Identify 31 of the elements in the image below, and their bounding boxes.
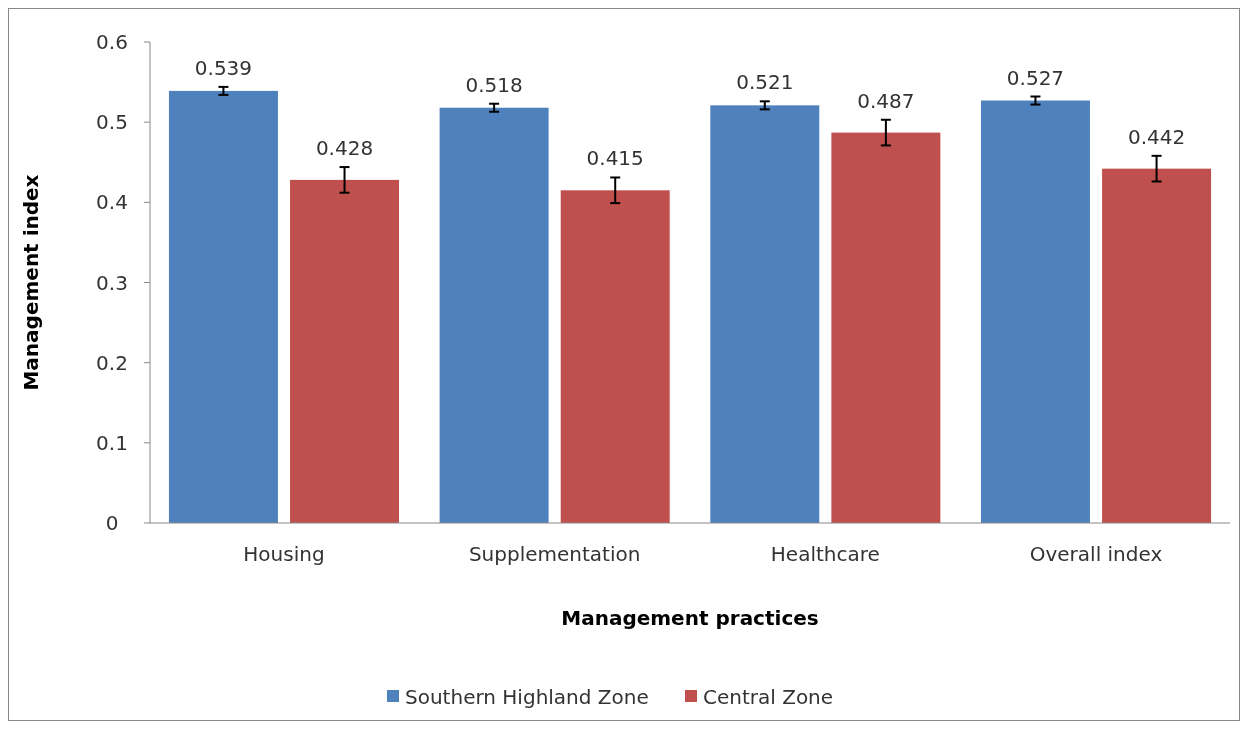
bar	[560, 190, 670, 523]
legend-label: Central Zone	[703, 685, 834, 709]
y-tick-label: 0.2	[96, 350, 128, 375]
y-tick-label: 0.5	[96, 110, 128, 135]
data-label: 0.539	[194, 55, 253, 80]
x-tick-label: Healthcare	[770, 542, 880, 566]
bar	[1102, 168, 1212, 523]
y-tick-label: 0.4	[96, 190, 128, 215]
data-label: 0.527	[1006, 65, 1065, 90]
x-tick-label: Housing	[243, 542, 325, 566]
data-label: 0.521	[736, 70, 794, 95]
bar	[831, 132, 941, 523]
y-tick-label: 0.6	[96, 30, 128, 54]
y-tick-label: 0.3	[96, 270, 128, 295]
bar	[980, 100, 1090, 523]
data-label: 0.428	[315, 136, 374, 161]
bar	[168, 90, 278, 523]
x-axis-title: Management practices	[561, 606, 819, 630]
bar	[439, 107, 549, 523]
y-tick-label: 0.1	[96, 430, 128, 455]
legend-label: Southern Highland Zone	[405, 685, 649, 709]
data-label: 0.487	[857, 88, 915, 113]
data-label: 0.415	[586, 146, 644, 171]
x-tick-label: Overall index	[1029, 542, 1163, 566]
bar	[290, 179, 400, 523]
y-tick-label: 0	[105, 511, 119, 535]
data-label: 0.518	[465, 72, 523, 97]
x-tick-label: Supplementation	[468, 542, 641, 566]
y-axis-title: Management index	[19, 174, 43, 391]
data-label: 0.442	[1127, 124, 1186, 149]
bar	[710, 105, 820, 523]
